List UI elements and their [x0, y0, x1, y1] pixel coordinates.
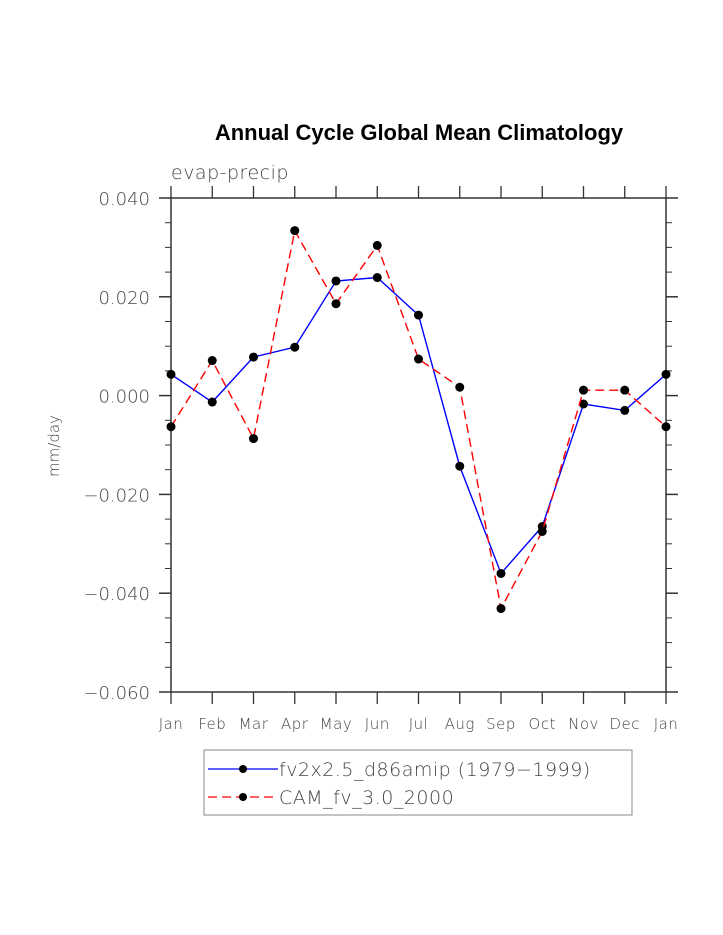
y-axis-label: mm/day [45, 415, 63, 477]
y-tick-label: −0.040 [83, 584, 150, 605]
x-tick-label: Nov [568, 715, 599, 733]
plot-frame [170, 197, 667, 693]
data-point [579, 399, 588, 409]
x-tick-label: Jan [654, 715, 679, 733]
legend-label-series-1: CAM_fv_3.0_2000 [279, 787, 454, 809]
data-point [331, 299, 341, 309]
data-point [455, 461, 465, 471]
data-point [620, 385, 630, 395]
legend-marker-series-1 [239, 793, 247, 801]
x-tick-label: Sep [486, 715, 516, 733]
data-point [414, 310, 423, 320]
data-point [579, 385, 588, 395]
legend-item-series-0: fv2x2.5_d86amip (1979−1999) [208, 759, 591, 781]
legend-box [203, 749, 633, 816]
chart-subtitle: evap-precip [171, 162, 289, 184]
x-tick-label: Dec [609, 715, 640, 733]
series-1 [166, 226, 671, 614]
x-tick-label: Jun [365, 715, 390, 733]
x-axis-ticks: Jan Feb Mar Apr May Jun Jul Aug Sep Oct Nov Dec Jan [159, 186, 679, 733]
data-point [290, 226, 300, 236]
y-tick-label: −0.060 [83, 683, 150, 704]
x-tick-label: Aug [445, 715, 475, 733]
data-point [249, 352, 258, 362]
x-tick-label: Jan [159, 715, 184, 733]
legend: fv2x2.5_d86amip (1979−1999) CAM_fv_3.0_2… [203, 749, 633, 816]
x-tick-label: Jul [409, 715, 429, 733]
data-point [166, 422, 176, 432]
data-point [661, 369, 671, 379]
data-point [496, 604, 506, 614]
series-layer [166, 226, 671, 614]
series-line-0 [170, 276, 667, 575]
y-tick-label: 0.020 [98, 288, 150, 309]
data-point [620, 405, 630, 415]
y-tick-label: −0.020 [83, 485, 150, 506]
data-point [166, 369, 176, 379]
legend-item-series-1: CAM_fv_3.0_2000 [208, 787, 454, 809]
data-point [290, 342, 300, 352]
data-point [455, 382, 465, 392]
data-point [661, 422, 671, 432]
x-tick-label: May [320, 715, 353, 733]
y-tick-label: 0.040 [98, 189, 150, 210]
data-point [207, 397, 217, 407]
data-point [414, 354, 423, 364]
y-axis-ticks: 0.040 0.020 0.000 −0.020 −0.040 −0.060 [83, 189, 678, 704]
data-point [496, 568, 506, 578]
data-point [249, 434, 258, 444]
legend-label-series-0: fv2x2.5_d86amip (1979−1999) [279, 759, 591, 781]
y-tick-label: 0.000 [98, 387, 150, 408]
plot-border [170, 197, 667, 693]
data-point [331, 276, 341, 286]
series-0 [166, 273, 671, 578]
data-point [372, 240, 382, 250]
x-tick-label: Feb [198, 715, 226, 733]
x-tick-label: Apr [281, 715, 309, 733]
chart-title: Annual Cycle Global Mean Climatology [215, 120, 624, 145]
x-tick-label: Oct [529, 715, 556, 733]
data-point [372, 273, 382, 283]
series-line-1 [170, 228, 667, 611]
legend-marker-series-0 [239, 765, 247, 773]
data-point [207, 356, 217, 366]
x-tick-label: Mar [239, 715, 269, 733]
data-point [537, 526, 547, 536]
